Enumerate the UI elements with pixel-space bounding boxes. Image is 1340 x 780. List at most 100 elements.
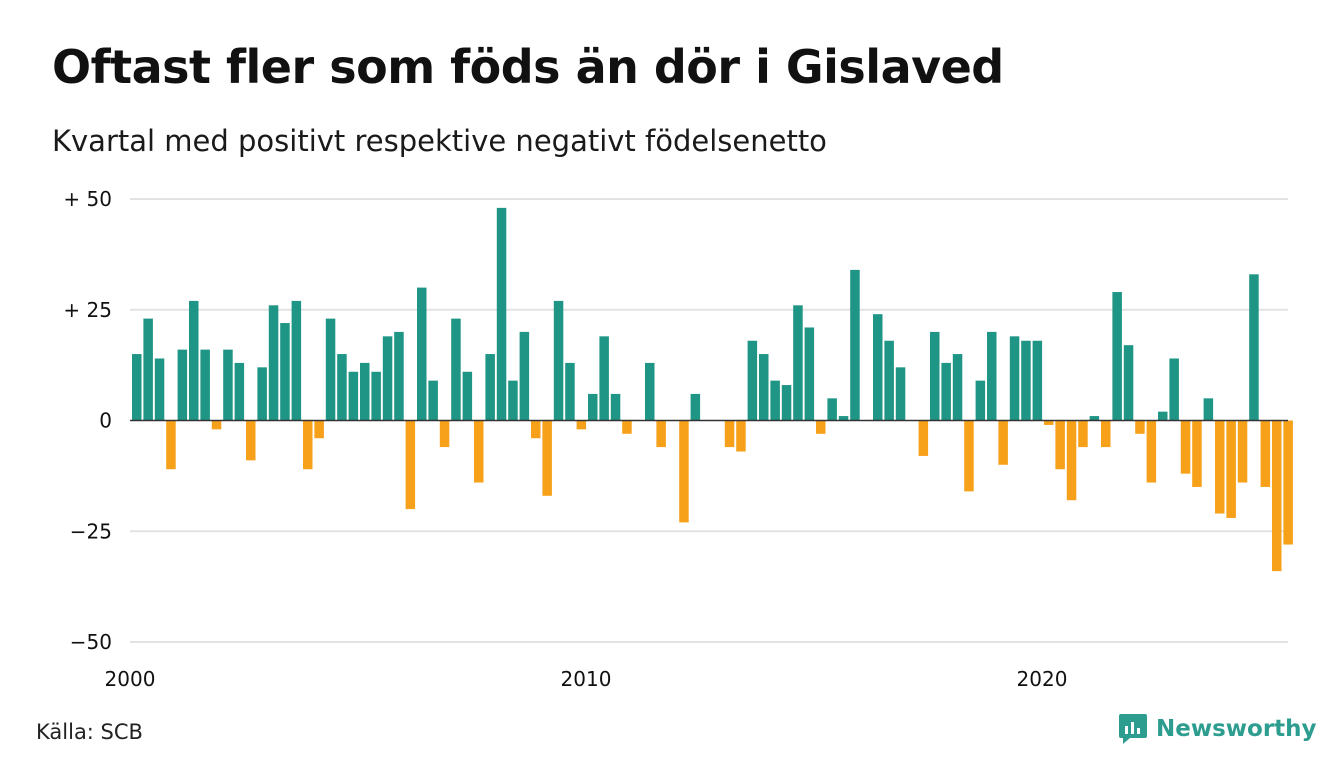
bar bbox=[1044, 420, 1054, 425]
bar bbox=[485, 354, 495, 421]
bars bbox=[132, 207, 1293, 572]
bar bbox=[1169, 358, 1179, 421]
bar bbox=[838, 416, 849, 421]
bar bbox=[645, 362, 655, 421]
bar bbox=[371, 371, 381, 421]
bar bbox=[439, 420, 450, 448]
bar bbox=[610, 393, 621, 421]
bar bbox=[417, 287, 427, 421]
bar bbox=[975, 380, 986, 421]
bar bbox=[234, 362, 245, 421]
bar bbox=[759, 354, 769, 421]
bar bbox=[1009, 336, 1020, 421]
bar bbox=[166, 420, 176, 470]
bar bbox=[827, 398, 837, 421]
bar bbox=[1283, 420, 1293, 545]
bar bbox=[622, 420, 632, 434]
x-tick-label: 2010 bbox=[561, 667, 612, 691]
bar bbox=[873, 314, 883, 421]
bar bbox=[211, 420, 222, 430]
bar bbox=[200, 349, 210, 421]
bar bbox=[599, 336, 609, 421]
bar bbox=[576, 420, 587, 430]
y-tick-label: + 50 bbox=[63, 187, 112, 211]
bar bbox=[303, 420, 313, 470]
bar bbox=[382, 336, 393, 421]
y-tick-label: −50 bbox=[70, 630, 112, 654]
bar bbox=[588, 393, 598, 421]
bar bbox=[451, 318, 461, 421]
bar bbox=[1272, 420, 1282, 572]
brand-logo[interactable]: Newsworthy bbox=[1118, 712, 1317, 746]
bar bbox=[724, 420, 735, 448]
source-note: Källa: SCB bbox=[36, 720, 143, 744]
bar bbox=[314, 420, 324, 439]
bar bbox=[816, 420, 826, 434]
bar bbox=[280, 323, 290, 421]
bar bbox=[1158, 411, 1168, 421]
bar bbox=[941, 362, 951, 421]
gridlines bbox=[130, 198, 1288, 643]
bar bbox=[428, 380, 438, 421]
axes: + 50 + 25 0 −25 −50 2000 2010 2020 bbox=[63, 187, 1288, 691]
bar bbox=[679, 420, 689, 523]
bar bbox=[1112, 292, 1122, 421]
bar bbox=[246, 420, 256, 461]
bar bbox=[348, 371, 359, 421]
bar bbox=[781, 385, 792, 421]
bar bbox=[325, 318, 336, 421]
bar bbox=[952, 354, 963, 421]
bar bbox=[268, 305, 279, 421]
bar bbox=[1215, 420, 1225, 514]
bar bbox=[918, 420, 929, 456]
bar bbox=[553, 300, 564, 421]
bar bbox=[132, 354, 142, 421]
brand-name: Newsworthy bbox=[1156, 716, 1317, 742]
bar bbox=[884, 340, 894, 421]
y-tick-label: −25 bbox=[70, 519, 112, 543]
bar bbox=[987, 331, 997, 421]
bar bbox=[690, 393, 701, 421]
bar bbox=[793, 305, 803, 421]
bar bbox=[1203, 398, 1214, 421]
bar bbox=[542, 420, 552, 496]
bar bbox=[462, 371, 473, 421]
bar bbox=[930, 331, 940, 421]
bar bbox=[1066, 420, 1077, 501]
bar bbox=[1078, 420, 1088, 448]
bar bbox=[177, 349, 188, 421]
bar bbox=[189, 300, 199, 421]
bar bbox=[1123, 345, 1134, 421]
bar bbox=[1260, 420, 1271, 487]
bar bbox=[1135, 420, 1145, 434]
x-tick-label: 2020 bbox=[1017, 667, 1068, 691]
bar bbox=[770, 380, 780, 421]
bar bbox=[143, 318, 153, 421]
bar bbox=[291, 300, 302, 421]
bar bbox=[223, 349, 233, 421]
bar bbox=[496, 207, 507, 421]
bar bbox=[531, 420, 541, 439]
bar bbox=[1021, 340, 1031, 421]
bar bbox=[656, 420, 666, 448]
y-tick-label: 0 bbox=[99, 409, 112, 433]
x-tick-label: 2000 bbox=[105, 667, 156, 691]
bar bbox=[337, 354, 347, 421]
bar bbox=[850, 269, 860, 421]
bar bbox=[154, 358, 165, 421]
bar bbox=[1226, 420, 1236, 518]
chart-subtitle: Kvartal med positivt respektive negativt… bbox=[52, 124, 827, 158]
bar bbox=[1146, 420, 1157, 483]
bar bbox=[565, 362, 575, 421]
bar bbox=[257, 367, 267, 421]
bar bbox=[1192, 420, 1202, 487]
bar bbox=[405, 420, 416, 510]
bar bbox=[1089, 416, 1100, 421]
bar bbox=[804, 327, 815, 421]
bar bbox=[1249, 274, 1259, 421]
bar-chart: + 50 + 25 0 −25 −50 2000 2010 2020 bbox=[63, 187, 1293, 691]
bar bbox=[474, 420, 484, 483]
bar bbox=[1101, 420, 1111, 448]
bar bbox=[998, 420, 1008, 465]
bar bbox=[360, 362, 370, 421]
